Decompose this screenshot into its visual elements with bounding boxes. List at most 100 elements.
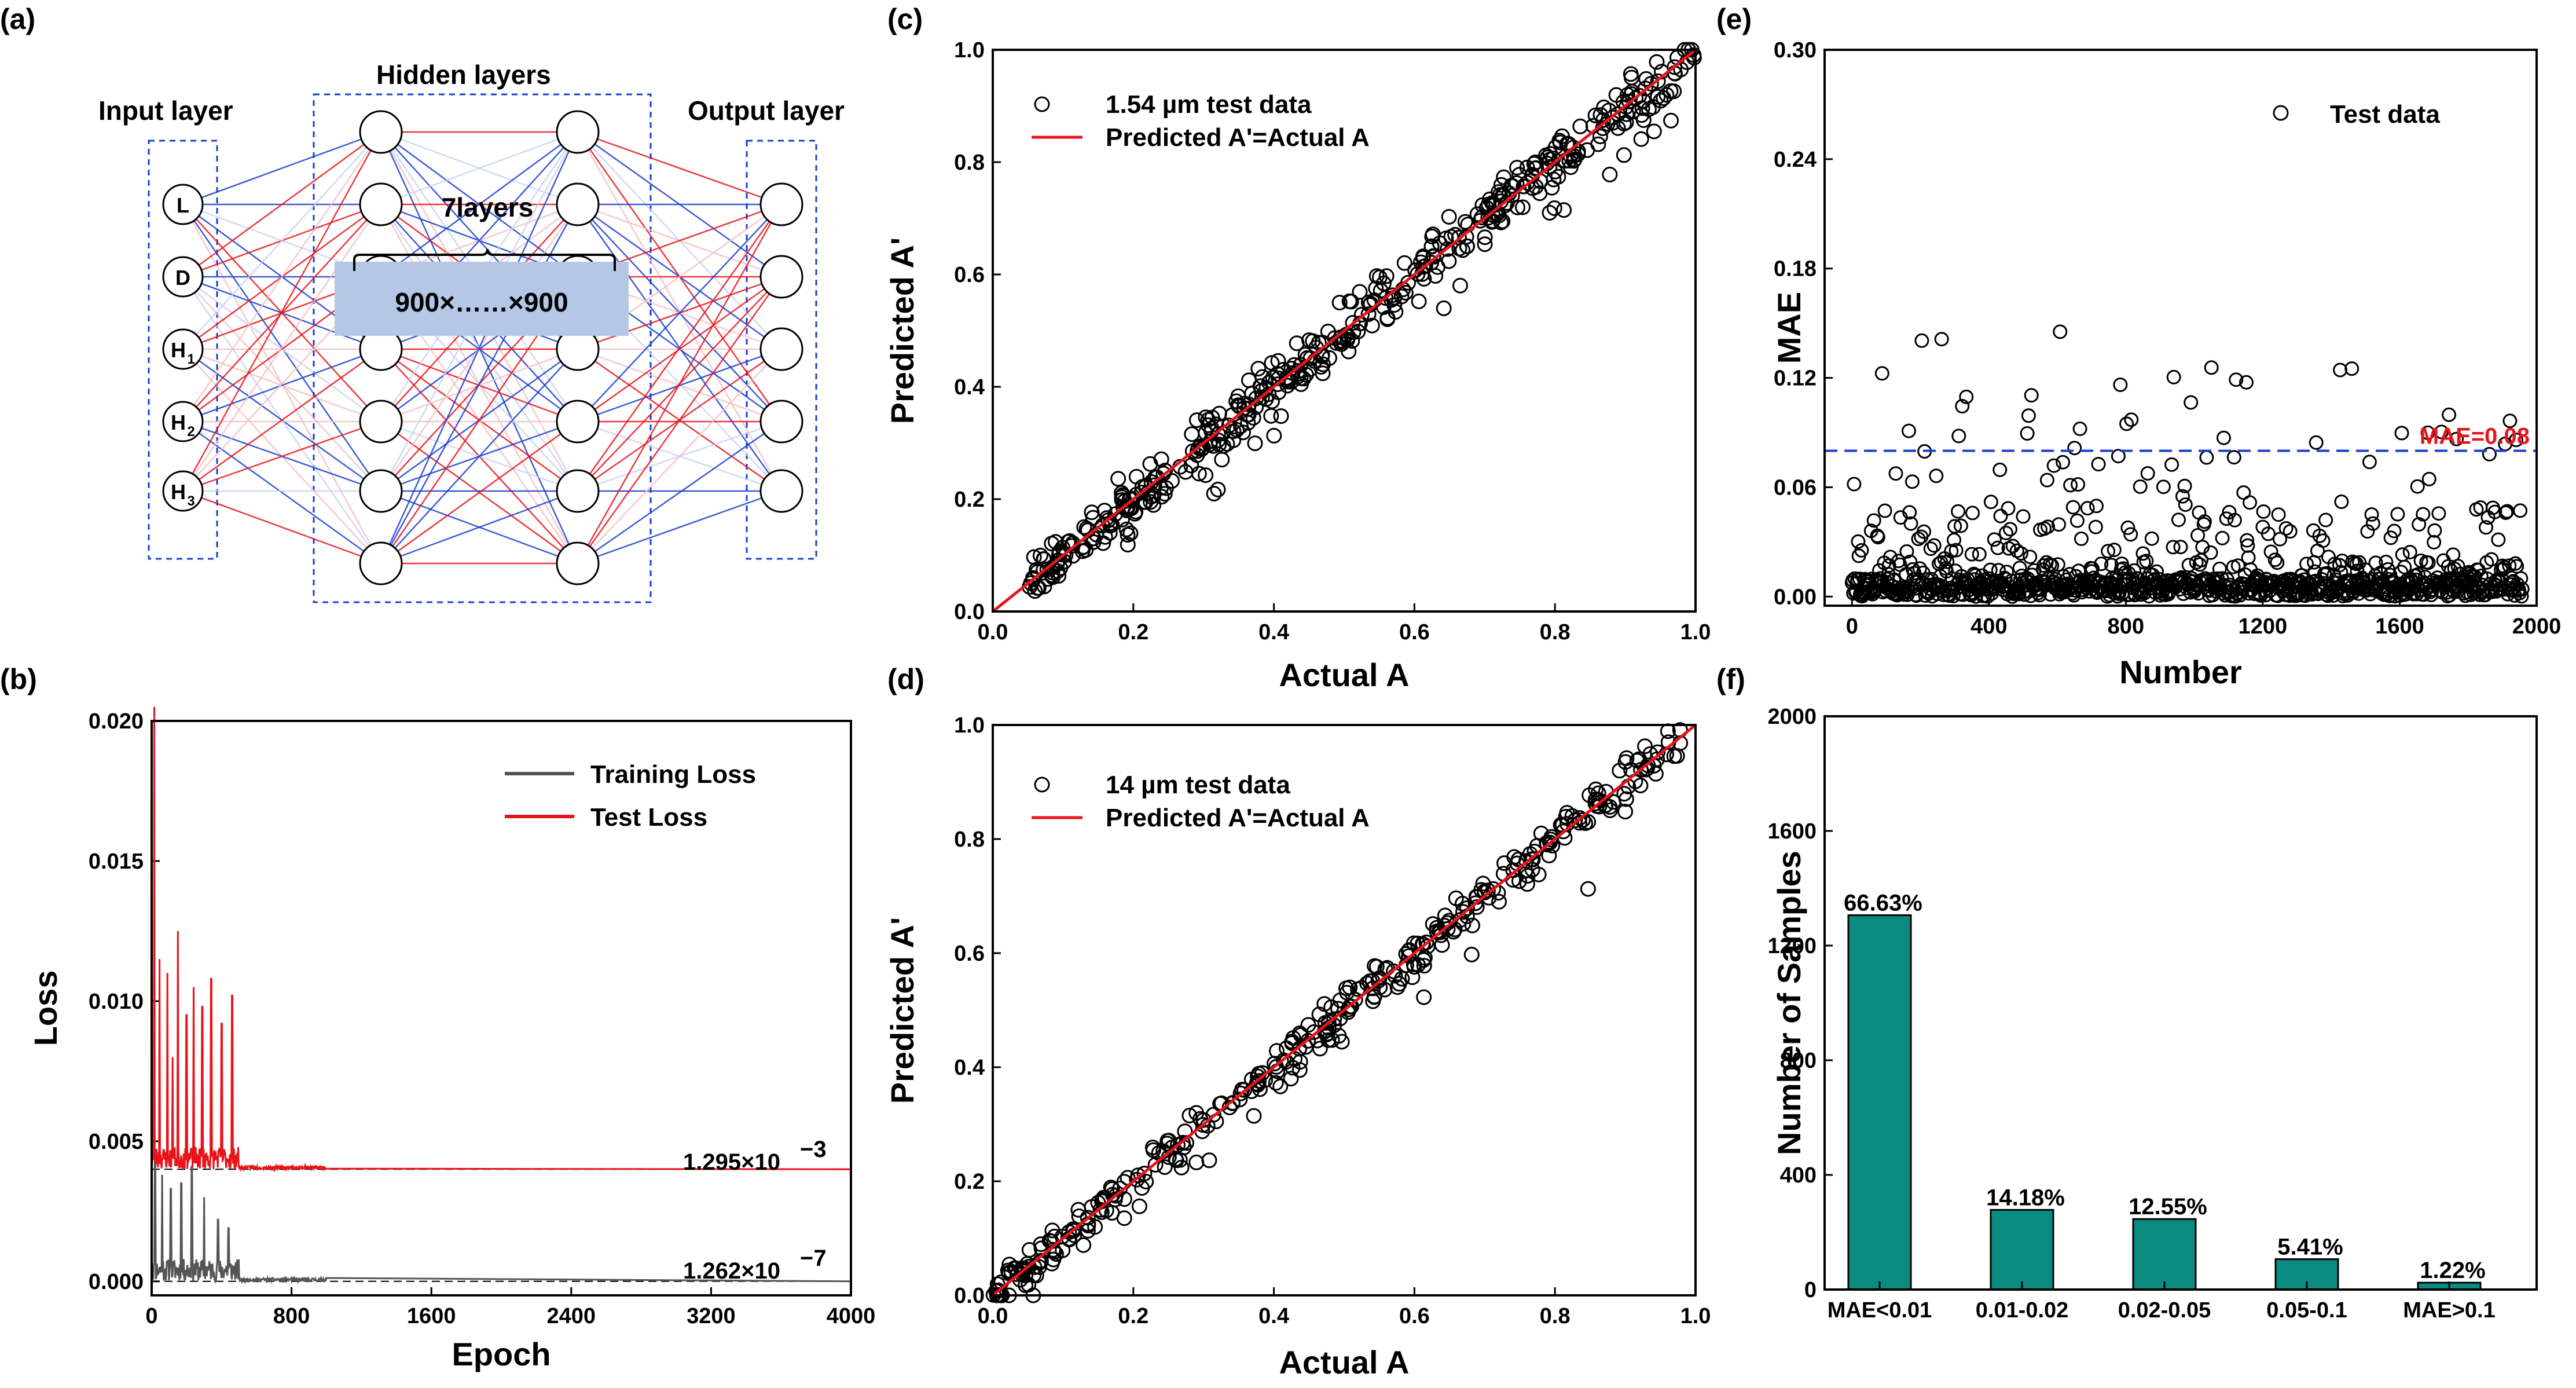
mae-point	[1934, 332, 1949, 347]
layers-count-label: 7layers	[442, 192, 534, 222]
x-tick-label: 1.0	[1680, 1304, 1711, 1328]
scatter-point	[1592, 129, 1608, 145]
mae-point	[2256, 504, 2271, 519]
scatter-point	[1515, 199, 1531, 215]
y-tick-label: 0.2	[954, 1170, 985, 1194]
scatter-point	[1459, 900, 1475, 916]
scatter-point	[1051, 567, 1067, 584]
hidden-layers-title: Hidden layers	[376, 60, 551, 90]
scatter-point	[1416, 989, 1432, 1005]
mae-point	[2362, 455, 2377, 470]
x-tick-label: 800	[2108, 614, 2144, 639]
mae-point	[2156, 479, 2171, 495]
network-edge	[380, 131, 578, 278]
svg-text:D: D	[175, 266, 190, 290]
y-tick-label: 0.8	[954, 827, 985, 852]
scatter-14-frame	[992, 724, 1697, 1297]
network-edge	[577, 204, 783, 564]
scatter-14-plot	[985, 722, 1697, 1303]
scatter-point	[1608, 87, 1624, 103]
mae-point	[2394, 426, 2409, 441]
scatter-point	[1097, 529, 1113, 545]
scatter-point	[1221, 418, 1237, 434]
scatter-point	[1588, 781, 1604, 797]
scatter-point	[1491, 893, 1507, 910]
bar-value-label: 12.55%	[2129, 1194, 2207, 1219]
scatter-point	[1565, 140, 1581, 156]
scatter-point	[1232, 1085, 1249, 1101]
mae-point	[1883, 550, 1898, 565]
mae-point	[1902, 505, 1917, 520]
mae-point	[2071, 477, 2086, 492]
mae-point	[2449, 431, 2464, 446]
legend-test-data: Test data	[2330, 100, 2440, 129]
mae-point	[2094, 556, 2109, 572]
scatter-point	[1379, 311, 1396, 327]
scatter-point	[1493, 214, 1509, 230]
loss-x-axis-label: Epoch	[452, 1336, 551, 1372]
scatter-point	[1617, 754, 1634, 770]
scatter-point	[1616, 147, 1632, 163]
mae-scatter-y-label: MAE	[1771, 292, 1807, 364]
scatter-1p54-x-label: Actual A	[1279, 657, 1409, 693]
x-tick-label: 0.6	[1399, 620, 1430, 644]
mae-point	[2502, 558, 2517, 573]
scatter-point	[1511, 167, 1528, 183]
legend-test-loss: Test Loss	[590, 803, 707, 832]
input-nodes: L D H 1 H 2 H 3	[162, 184, 204, 512]
network-edge	[577, 420, 782, 565]
scatter-1p54-legend: 1.54 µm test data Predicted A'=Actual A	[1032, 90, 1370, 152]
scatter-point	[1044, 536, 1060, 552]
mae-point	[2365, 516, 2380, 531]
scatter-point	[1459, 238, 1475, 254]
scatter-point	[1334, 1034, 1350, 1050]
test-loss-line	[151, 706, 852, 1173]
scatter-point	[1415, 936, 1430, 952]
scatter-point	[1164, 473, 1180, 489]
y-tick-label: 800	[1780, 1049, 1817, 1073]
mae-histogram: (f) 0 400 800 1200 1600 2000 66.63% MAE<0.01 14…	[1716, 663, 2538, 1323]
mae-point	[2173, 540, 2188, 555]
x-tick-label: 0.8	[1540, 620, 1570, 644]
scatter-point	[1509, 160, 1525, 175]
y-tick-label: 0.24	[1774, 148, 1817, 172]
mae-point	[2513, 503, 2528, 518]
scatter-point	[1110, 471, 1126, 487]
mae-point	[2283, 524, 2298, 539]
mae-point	[2197, 514, 2212, 529]
scatter-point	[1291, 1062, 1308, 1078]
mae-point	[2434, 424, 2449, 440]
scatter-point	[1210, 481, 1226, 497]
scatter-1p54-plot	[992, 42, 1702, 613]
mae-point	[1951, 504, 1966, 519]
output-node	[759, 182, 803, 226]
mae-point	[2065, 500, 2080, 515]
mae-point	[2181, 558, 2196, 573]
hidden-node	[359, 182, 403, 226]
mae-point	[1881, 558, 1896, 573]
scatter-point	[1320, 324, 1336, 339]
svg-text:1: 1	[187, 351, 195, 367]
network-edge	[182, 131, 382, 492]
scatter-point	[1189, 412, 1205, 429]
legend-marker-test-data	[2273, 105, 2289, 121]
scatter-point	[1299, 350, 1315, 366]
scatter-point	[1455, 915, 1472, 932]
scatter-point	[1590, 785, 1606, 801]
scatter-point	[1452, 277, 1468, 294]
x-tick-label: 0	[145, 1304, 157, 1328]
mae-point	[1929, 468, 1944, 484]
mae-point	[2243, 495, 2257, 510]
mae-point	[2484, 552, 2499, 567]
mae-point	[2052, 517, 2066, 532]
scatter-point	[1116, 1191, 1132, 1207]
scatter-point	[1511, 873, 1527, 889]
scatter-point	[1153, 451, 1169, 467]
mae-point	[2020, 426, 2035, 441]
scatter-point	[1415, 250, 1431, 266]
scatter-point	[1618, 791, 1634, 807]
mae-scatter-chart: (e) 0.00 0.06 0.12 0.18 0.24 0.30 0 400 800 1200 1…	[1716, 3, 2561, 690]
output-layer-title: Output layer	[688, 96, 845, 126]
scatter-point	[1519, 876, 1535, 892]
mae-point	[2333, 362, 2348, 378]
